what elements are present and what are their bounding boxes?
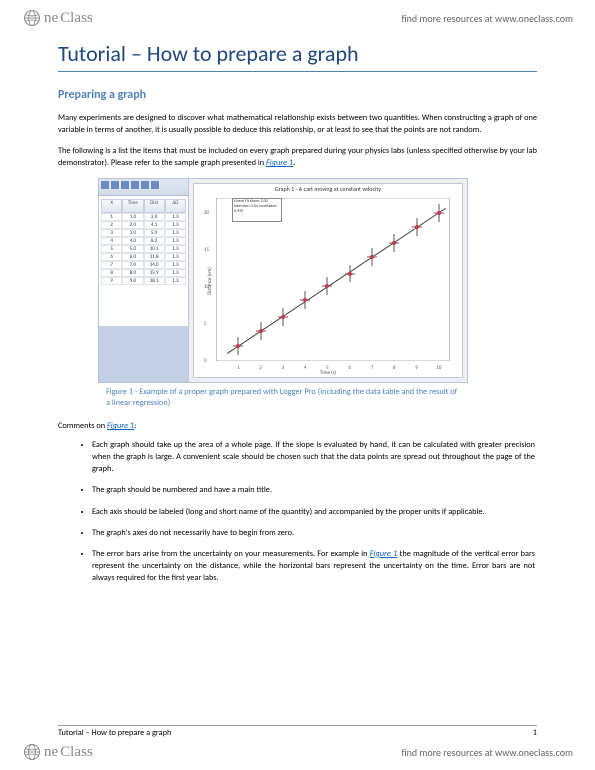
brand-logo-bottom: neClass [22,742,93,762]
loggerpro-screenshot: XTimeDistΔD 11.02.01.322.04.11.333.05.91… [98,178,468,383]
page-title: Tutorial – How to prepare a graph [58,40,537,72]
comments-label-a: Comments on [58,421,107,431]
brand-logo: neClass [22,8,93,28]
fit-line [216,198,450,361]
brand-text-prefix: ne [44,10,58,27]
toolbar-icons [101,181,186,193]
list-item: The graph should be numbered and have a … [92,484,537,496]
data-table: XTimeDistΔD 11.02.01.322.04.11.333.05.91… [101,199,186,322]
figure-caption: Figure 1 - Example of a proper graph pre… [98,383,468,411]
comments-label-b: : [134,421,136,431]
section-heading: Preparing a graph [58,88,537,102]
intro-paragraph-2: The following is a list the items that m… [58,145,537,169]
sidebar-bottom-panel [99,326,188,382]
brand-text-suffix: Class [60,744,93,761]
bottom-brand-footer: neClass find more resources at www.onecl… [0,736,595,770]
globe-icon [22,742,42,762]
intro-paragraph-1: Many experiments are designed to discove… [58,112,537,136]
plot-axes: 1234567891005101520 [216,198,450,361]
list-item: The error bars arise from the uncertaint… [92,548,537,584]
globe-icon [22,8,42,28]
figure-1-link[interactable]: Figure 1 [266,158,293,168]
comments-list: Each graph should take up the area of a … [58,439,537,583]
list-item: The graph's axes do not necessarily have… [92,527,537,539]
p2-text-b: . [293,158,295,168]
list-item: Each axis should be labeled (long and sh… [92,506,537,518]
chart-ylabel: Distance (cm) [207,267,213,295]
screenshot-sidebar: XTimeDistΔD 11.02.01.322.04.11.333.05.91… [99,179,189,382]
figure-1: XTimeDistΔD 11.02.01.322.04.11.333.05.91… [98,178,468,411]
brand-text-suffix: Class [60,10,93,27]
footer-rule [58,725,537,726]
top-header: neClass find more resources at www.onecl… [0,0,595,34]
footer-tagline: find more resources at www.oneclass.com [401,746,573,759]
figure-1-link-3[interactable]: Figure 1 [370,549,398,559]
brand-text-prefix: ne [44,744,58,761]
page-content: Tutorial – How to prepare a graph Prepar… [0,34,595,584]
b5-text-a: The error bars arise from the uncertaint… [92,549,370,559]
header-tagline: find more resources at www.oneclass.com [401,12,573,25]
list-item: Each graph should take up the area of a … [92,439,537,475]
chart-area: Graph 1 - A cart moving at constant velo… [193,183,463,378]
p2-text-a: The following is a list the items that m… [58,146,537,168]
fit-results-box: Linear Fit slope: 2.00 intercept: 0.04 c… [232,198,282,222]
figure-1-link-2[interactable]: Figure 1 [107,421,134,431]
chart-title: Graph 1 - A cart moving at constant velo… [194,185,462,193]
comments-label: Comments on Figure 1: [58,421,537,431]
